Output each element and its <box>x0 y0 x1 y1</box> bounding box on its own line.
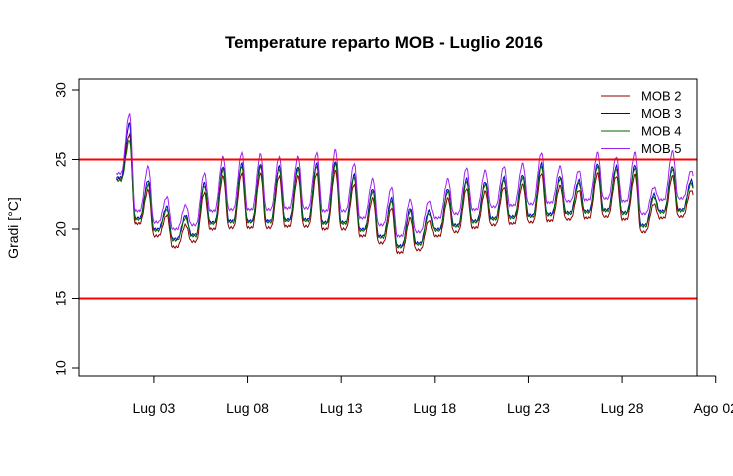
series-line-3 <box>116 139 694 249</box>
legend-label: MOB 3 <box>641 106 681 121</box>
y-tick-label: 10 <box>53 360 69 376</box>
legend-label: MOB 2 <box>641 89 681 104</box>
y-tick-label: 20 <box>53 221 69 237</box>
y-axis: 10 15 20 25 30 <box>53 82 80 376</box>
threshold-lines <box>79 158 697 300</box>
y-tick-label: 25 <box>53 152 69 168</box>
legend: MOB 2 MOB 3 MOB 4 MOB 5 <box>601 89 681 156</box>
x-tick-label: Lug 08 <box>226 400 269 416</box>
y-tick-label: 15 <box>53 291 69 307</box>
legend-label: MOB 4 <box>641 124 681 139</box>
legend-label: MOB 5 <box>641 141 681 156</box>
x-tick-label: Lug 03 <box>132 400 175 416</box>
y-tick-label: 30 <box>53 82 69 98</box>
x-tick-label: Lug 28 <box>601 400 644 416</box>
x-axis: Lug 03 Lug 08 Lug 13 Lug 18 Lug 23 Lug 28 Ago … <box>132 375 733 416</box>
x-tick-label: Lug 23 <box>507 400 550 416</box>
series-line-1 <box>116 132 694 255</box>
chart-title: Temperature reparto MOB - Luglio 2016 <box>225 33 543 52</box>
x-tick-label: Lug 13 <box>320 400 363 416</box>
x-tick-label: Lug 18 <box>413 400 456 416</box>
series-lines <box>116 113 694 255</box>
series-line-4 <box>116 113 694 239</box>
x-tick-label: Ago 02 <box>694 400 733 416</box>
y-axis-label: Gradi [°C] <box>5 197 21 259</box>
